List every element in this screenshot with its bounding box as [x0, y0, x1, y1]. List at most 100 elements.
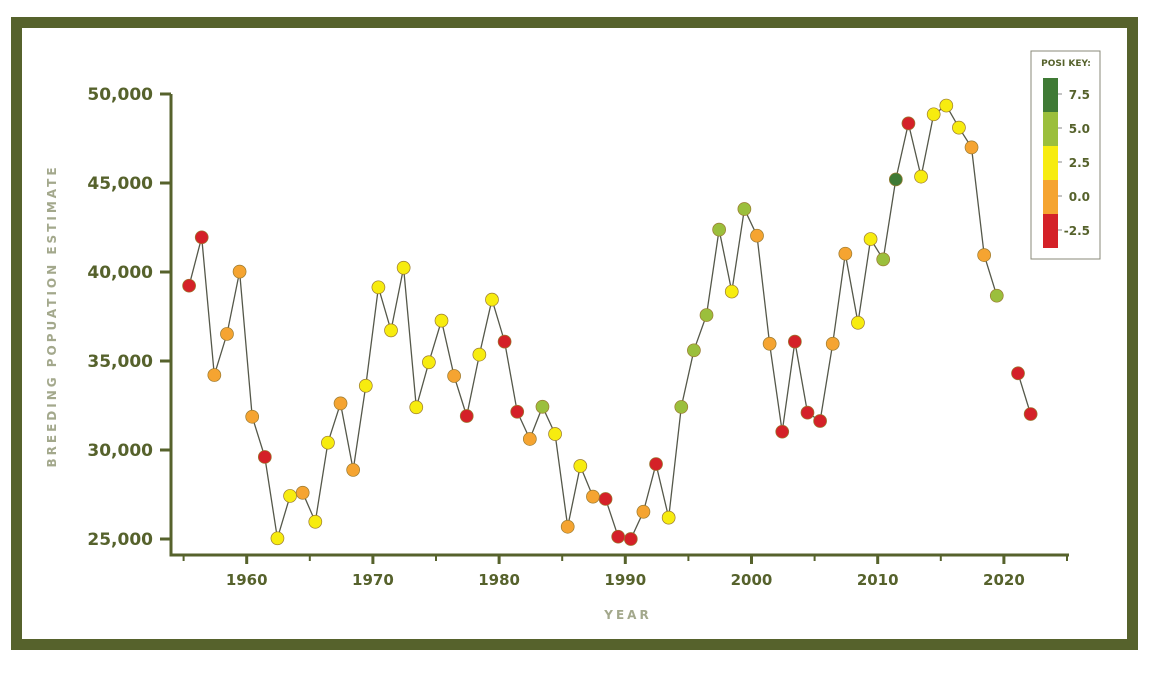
- data-point: [623, 532, 638, 546]
- data-point: [283, 489, 297, 503]
- legend-box: [1030, 50, 1101, 260]
- x-tick-label: 2000: [731, 571, 773, 589]
- data-point: [522, 432, 537, 446]
- data-point: [788, 334, 802, 349]
- data-point: [737, 202, 752, 216]
- data-point: [586, 489, 600, 504]
- data-point: [989, 288, 1004, 303]
- legend-title: POSI KEY:: [1041, 59, 1091, 69]
- data-point: [182, 278, 196, 293]
- y-tick-label: 40,000: [87, 263, 153, 283]
- x-tick-label: 2020: [983, 571, 1025, 589]
- data-point: [712, 222, 726, 237]
- data-point: [485, 292, 499, 307]
- data-point: [245, 409, 260, 424]
- series-lines: [188, 104, 1032, 540]
- data-point: [321, 435, 335, 450]
- data-point: [447, 369, 461, 383]
- axis-lines: [169, 94, 1069, 557]
- legend-swatch: [1043, 112, 1058, 146]
- data-point: [371, 280, 386, 295]
- data-point: [649, 457, 663, 471]
- data-point: [977, 248, 992, 262]
- series-line: [1017, 373, 1032, 415]
- data-point: [472, 347, 487, 362]
- data-point: [914, 169, 928, 184]
- axes: 25,000 30,000 35,000 40,000 45,000 50,000 1960…: [87, 85, 1069, 589]
- x-axis-title: YEAR: [603, 608, 651, 622]
- legend-label: 0.0: [1069, 190, 1090, 204]
- data-point: [459, 409, 474, 423]
- data-point: [422, 355, 436, 370]
- data-point: [560, 519, 575, 534]
- data-point: [750, 228, 764, 243]
- data-point: [207, 368, 222, 382]
- x-tick-label: 1970: [352, 571, 394, 589]
- y-tick-label: 30,000: [87, 441, 153, 461]
- data-point: [888, 172, 903, 187]
- data-point: [863, 232, 878, 246]
- data-point: [926, 107, 941, 122]
- data-point: [396, 260, 411, 275]
- x-tick-label: 2010: [857, 571, 899, 589]
- data-point: [876, 252, 891, 267]
- legend-label: 7.5: [1069, 88, 1090, 102]
- legend-label: -2.5: [1064, 224, 1090, 238]
- data-point: [346, 463, 361, 477]
- data-point: [409, 400, 424, 415]
- data-point: [762, 336, 777, 351]
- y-tick-label: 50,000: [87, 85, 153, 105]
- x-tick-label: 1990: [604, 571, 646, 589]
- data-point: [800, 405, 815, 420]
- data-point: [598, 492, 613, 506]
- data-point: [308, 514, 323, 529]
- data-point: [775, 424, 790, 439]
- data-point: [825, 336, 840, 351]
- data-point: [699, 308, 714, 322]
- data-point: [611, 529, 626, 544]
- data-point: [661, 510, 676, 525]
- series-line: [188, 104, 998, 540]
- legend-swatch: [1043, 214, 1058, 248]
- data-point: [358, 378, 373, 393]
- legend: POSI KEY: 7.5 5.0 2.5 0.0 -2.5: [1030, 50, 1101, 260]
- y-tick-label: 35,000: [87, 352, 153, 372]
- data-point: [434, 313, 449, 328]
- series-points: [182, 98, 1038, 546]
- data-point: [939, 98, 954, 113]
- data-point: [535, 399, 550, 414]
- legend-swatch: [1043, 180, 1058, 214]
- data-point: [232, 264, 247, 279]
- data-point: [952, 120, 966, 135]
- data-point: [194, 230, 209, 245]
- data-point: [838, 246, 853, 261]
- legend-swatch: [1043, 78, 1058, 112]
- data-point: [510, 404, 525, 419]
- legend-swatch: [1043, 146, 1058, 180]
- x-tick-label: 1980: [478, 571, 520, 589]
- data-point: [724, 284, 739, 299]
- data-point: [270, 531, 285, 546]
- legend-label: 5.0: [1069, 122, 1090, 136]
- data-point: [257, 450, 272, 464]
- data-point: [687, 343, 701, 358]
- data-point: [636, 504, 651, 519]
- y-tick-label: 45,000: [87, 174, 153, 194]
- data-point: [573, 459, 588, 473]
- data-point: [295, 485, 310, 500]
- y-axis-title: BREEDING POPUATION ESTIMATE: [45, 164, 59, 467]
- chart-frame: [11, 17, 1138, 650]
- data-point: [384, 323, 398, 338]
- data-point: [220, 327, 234, 341]
- legend-label: 2.5: [1069, 156, 1090, 170]
- data-point: [851, 315, 865, 330]
- x-tick-label: 1960: [226, 571, 268, 589]
- data-point: [497, 334, 512, 349]
- data-point: [901, 116, 916, 131]
- data-point: [1011, 366, 1025, 381]
- y-tick-label: 25,000: [87, 530, 153, 550]
- data-point: [1023, 407, 1038, 421]
- data-point: [674, 400, 689, 414]
- data-point: [333, 396, 348, 411]
